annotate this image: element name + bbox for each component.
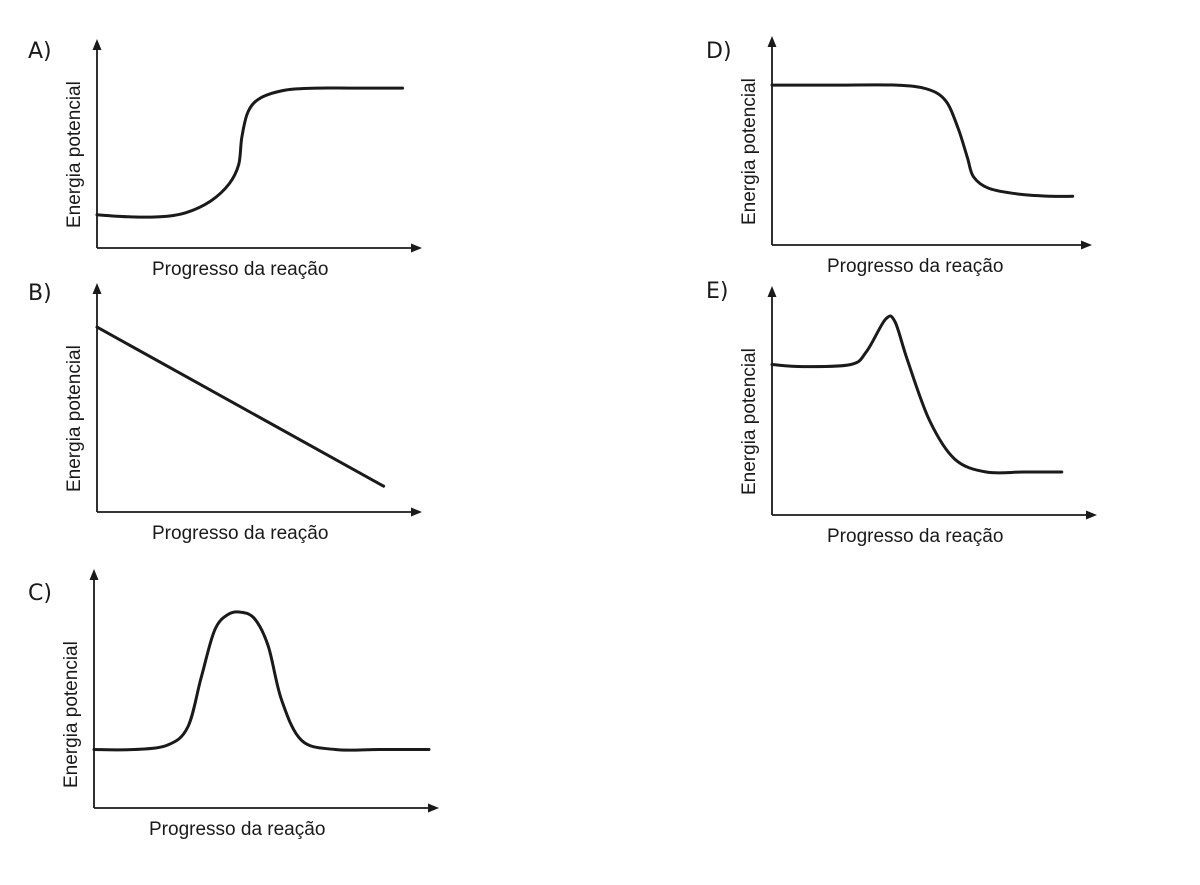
y-axis-arrow-icon [89,569,99,580]
x-axis-label: Progresso da reação [149,819,325,840]
y-axis-label: Energia potencial [739,78,760,225]
x-axis-label: Progresso da reação [827,256,1003,277]
y-axis-label: Energia potencial [64,345,85,492]
panel-label: B) [28,281,52,306]
energy-chart-d: D) Progresso da reação Energia potencial [706,36,1092,277]
y-axis-label: Energia potencial [739,348,760,495]
y-axis-arrow-icon [92,39,102,50]
x-axis-arrow-icon [1086,510,1097,520]
y-axis-arrow-icon [767,286,777,297]
energy-curve [770,83,1075,198]
panel-label: C) [28,581,52,606]
y-axis-label: Energia potencial [61,641,82,788]
energy-curve [95,86,405,219]
x-axis-arrow-icon [411,507,422,517]
energy-chart-b: B) Progresso da reação Energia potencial [28,281,422,544]
x-axis-arrow-icon [411,243,422,253]
energy-chart-e: E) Progresso da reação Energia potencial [706,279,1097,547]
energy-curve [92,610,431,752]
x-axis-arrow-icon [428,803,439,813]
energy-curve [770,314,1064,475]
panel-label: E) [706,279,728,304]
panel-label: D) [706,39,732,64]
x-axis-label: Progresso da reação [152,523,328,544]
energy-chart-a: A) Progresso da reação Energia potencial [28,39,422,280]
panel-label: A) [28,39,52,64]
y-axis-arrow-icon [92,283,102,294]
x-axis-arrow-icon [1081,240,1092,250]
energy-curve [95,325,386,488]
energy-chart-c: C) Progresso da reação Energia potencial [28,569,439,840]
x-axis-label: Progresso da reação [152,259,328,280]
x-axis-label: Progresso da reação [827,526,1003,547]
y-axis-arrow-icon [767,36,777,47]
y-axis-label: Energia potencial [64,81,85,228]
